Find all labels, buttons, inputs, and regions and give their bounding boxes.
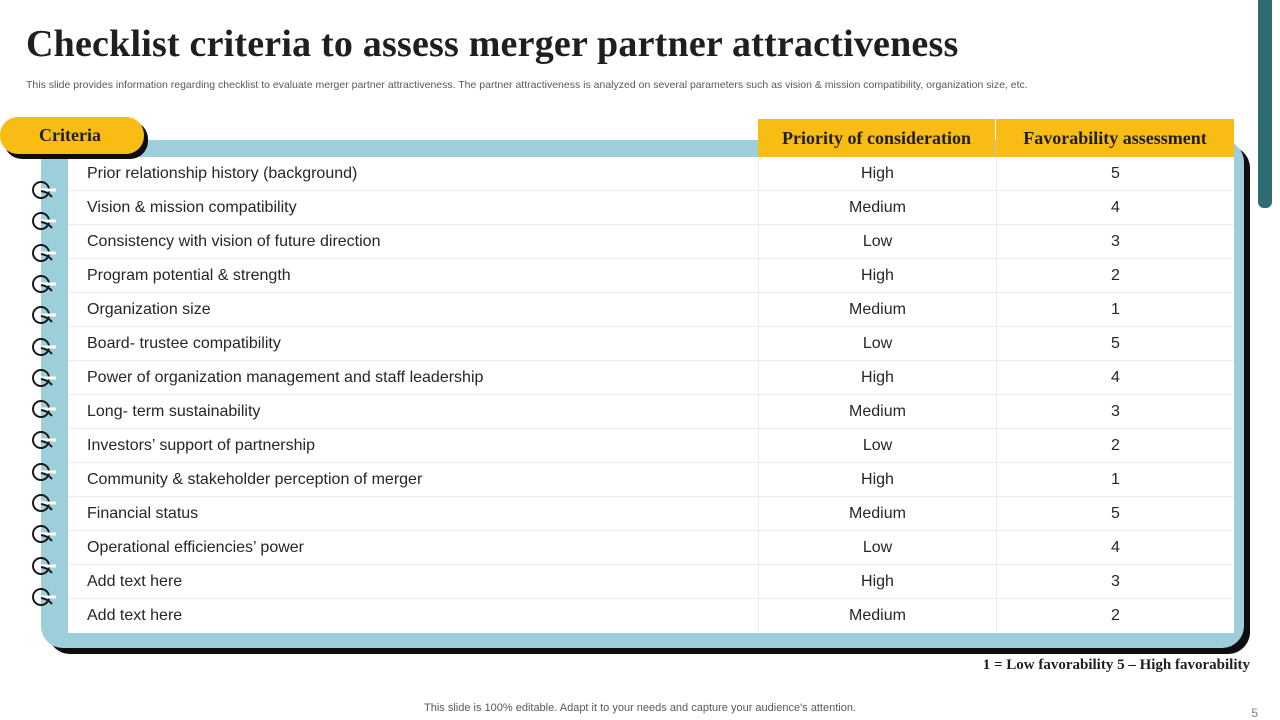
favorability-cell: 4 (996, 361, 1234, 394)
criteria-cell: Add text here (87, 607, 183, 624)
criteria-cell: Long- term sustainability (87, 402, 261, 420)
favorability-cell: 4 (996, 191, 1234, 224)
criteria-cell: Community & stakeholder perception of me… (87, 470, 423, 488)
favorability-cell: 1 (996, 463, 1234, 496)
criteria-cell: Investors’ support of partnership (87, 436, 315, 454)
favorability-cell: 2 (996, 599, 1234, 633)
criteria-cell: Add text here (87, 572, 183, 590)
table-row: Prior relationship history (background) H… (68, 157, 1234, 191)
criteria-cell: Vision & mission compatibility (87, 198, 297, 216)
priority-cell: High (758, 565, 996, 598)
notebook-ring-icon (30, 554, 60, 578)
notebook-ring-icon (30, 335, 60, 359)
priority-cell: Medium (758, 191, 996, 224)
priority-cell: Medium (758, 293, 996, 326)
favorability-cell: 3 (996, 225, 1234, 258)
notebook-ring-icon (30, 209, 60, 233)
priority-cell: High (758, 259, 996, 292)
priority-cell: Low (758, 429, 996, 462)
notebook-ring-icon (30, 522, 60, 546)
notebook-ring-icon (30, 241, 60, 265)
favorability-cell: 4 (996, 531, 1234, 564)
page-title: Checklist criteria to assess merger part… (26, 23, 959, 65)
page-subtitle: This slide provides information regardin… (26, 79, 1028, 91)
priority-cell: Medium (758, 395, 996, 428)
notebook-ring-icon (30, 491, 60, 515)
table-row: Community & stakeholder perception of me… (68, 463, 1234, 497)
priority-cell: High (758, 157, 996, 190)
table-row: Program potential & strength High 2 (68, 259, 1234, 293)
priority-column-header: Priority of consideration (758, 119, 995, 157)
favorability-cell: 3 (996, 395, 1234, 428)
favorability-cell: 1 (996, 293, 1234, 326)
favorability-cell: 3 (996, 565, 1234, 598)
criteria-cell: Consistency with vision of future direct… (87, 232, 381, 250)
notebook-ring-icon (30, 178, 60, 202)
priority-cell: Medium (758, 599, 996, 633)
priority-cell: Low (758, 327, 996, 360)
priority-cell: Low (758, 531, 996, 564)
notebook-ring-icon (30, 303, 60, 327)
priority-cell: Medium (758, 497, 996, 530)
criteria-table: Prior relationship history (background) H… (68, 157, 1234, 633)
priority-cell: High (758, 463, 996, 496)
criteria-header: Criteria (0, 117, 144, 154)
table-row: Add text here High 3 (68, 565, 1234, 599)
criteria-cell: Operational efficiencies’ power (87, 538, 305, 556)
criteria-cell: Power of organization management and sta… (87, 368, 484, 386)
page-number: 5 (1251, 706, 1258, 720)
footer-note: This slide is 100% editable. Adapt it to… (424, 702, 856, 714)
priority-cell: Low (758, 225, 996, 258)
favorability-cell: 5 (996, 157, 1234, 190)
notebook-ring-icon (30, 460, 60, 484)
notebook-ring-icon (30, 366, 60, 390)
favorability-column-header: Favorability assessment (996, 119, 1234, 157)
favorability-cell: 5 (996, 327, 1234, 360)
table-row: Add text here Medium 2 (68, 599, 1234, 633)
favorability-legend: 1 = Low favorability 5 – High favorabili… (982, 657, 1250, 673)
favorability-cell: 2 (996, 429, 1234, 462)
table-row: Organization size Medium 1 (68, 293, 1234, 327)
table-row: Power of organization management and sta… (68, 361, 1234, 395)
notebook-ring-icon (30, 428, 60, 452)
table-row: Consistency with vision of future direct… (68, 225, 1234, 259)
table-row: Board- trustee compatibility Low 5 (68, 327, 1234, 361)
table-row: Long- term sustainability Medium 3 (68, 395, 1234, 429)
notebook-ring-icon (30, 272, 60, 296)
notebook-ring-icon (30, 585, 60, 609)
table-row: Vision & mission compatibility Medium 4 (68, 191, 1234, 225)
table-row: Financial status Medium 5 (68, 497, 1234, 531)
table-row: Investors’ support of partnership Low 2 (68, 429, 1234, 463)
criteria-cell: Financial status (87, 504, 199, 522)
favorability-cell: 2 (996, 259, 1234, 292)
favorability-cell: 5 (996, 497, 1234, 530)
priority-cell: High (758, 361, 996, 394)
decorative-side-bar (1258, 0, 1272, 208)
criteria-cell: Program potential & strength (87, 266, 291, 284)
table-background (68, 157, 1234, 633)
notebook-ring-icon (30, 397, 60, 421)
table-row: Operational efficiencies’ power Low 4 (68, 531, 1234, 565)
criteria-cell: Organization size (87, 300, 211, 318)
criteria-cell: Board- trustee compatibility (87, 334, 281, 352)
criteria-cell: Prior relationship history (background) (87, 164, 358, 182)
